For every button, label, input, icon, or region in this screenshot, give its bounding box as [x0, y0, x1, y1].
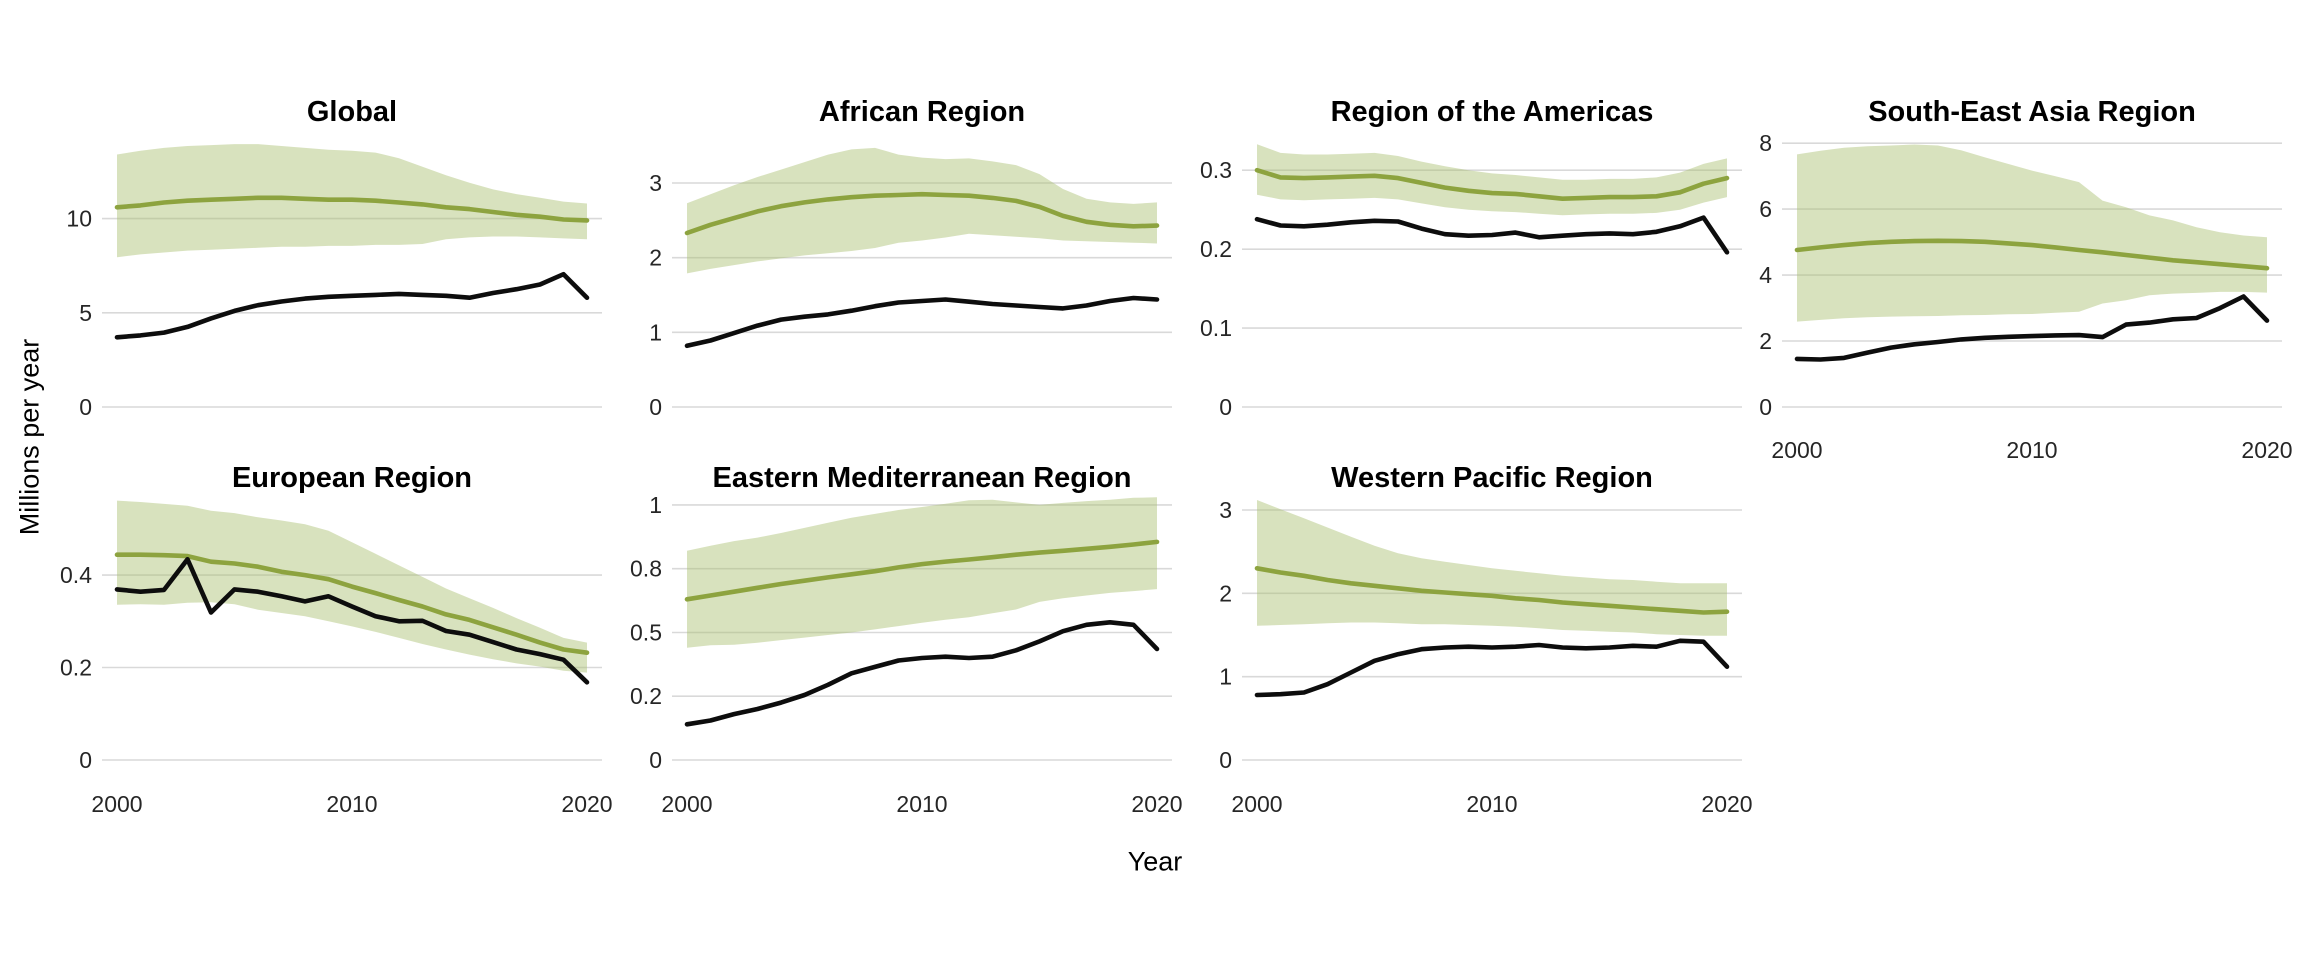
estimate-line — [1254, 167, 1730, 201]
y-tick-label: 2 — [1219, 580, 1232, 606]
y-tick-label: 3 — [1219, 497, 1232, 523]
uncertainty-band — [687, 147, 1157, 274]
y-tick-label: 5 — [79, 300, 92, 326]
panel-title: Western Pacific Region — [1331, 462, 1653, 494]
panel-title: Eastern Mediterranean Region — [713, 462, 1132, 494]
notified-line — [1794, 294, 2270, 362]
y-tick-label: 0.3 — [1200, 157, 1232, 183]
panel-western-pacific-region: 0 1 2 3 2000 2010 2020 Western Pacific Region — [1219, 462, 1752, 817]
panel-title: Global — [307, 96, 397, 128]
panel-african-region: 0 1 2 3 African Region — [649, 96, 1172, 420]
x-tick-label: 2010 — [2006, 437, 2057, 463]
panel-title: European Region — [232, 462, 472, 494]
uncertainty-band — [1257, 500, 1727, 636]
x-axis-title: Year — [1127, 846, 1183, 877]
y-tick-label: 6 — [1759, 196, 1772, 222]
y-tick-label: 0 — [1759, 394, 1772, 420]
uncertainty-band — [687, 497, 1157, 648]
x-tick-label: 2020 — [2241, 437, 2292, 463]
y-tick-label: 0 — [1219, 747, 1232, 773]
y-tick-label: 4 — [1759, 262, 1772, 288]
y-tick-label: 0.8 — [630, 556, 662, 582]
y-tick-label: 8 — [1759, 130, 1772, 156]
notified-line — [114, 557, 590, 685]
y-tick-label: 2 — [1759, 328, 1772, 354]
x-tick-label: 2000 — [1231, 791, 1282, 817]
y-tick-label: 1 — [649, 319, 662, 345]
panel-title: Region of the Americas — [1331, 96, 1654, 128]
y-tick-label: 0 — [649, 394, 662, 420]
x-tick-label: 2020 — [1131, 791, 1182, 817]
y-tick-label: 1 — [1219, 664, 1232, 690]
y-tick-label: 0.2 — [60, 655, 92, 681]
x-tick-label: 2000 — [1771, 437, 1822, 463]
y-tick-label: 0.4 — [60, 562, 92, 588]
notified-line — [684, 620, 1160, 727]
x-tick-label: 2000 — [661, 791, 712, 817]
y-tick-label: 3 — [649, 170, 662, 196]
x-tick-label: 2010 — [1466, 791, 1517, 817]
panel-south-east-asia-region: 0 2 4 6 8 2000 2010 2020 South-East Asia Region — [1759, 96, 2292, 463]
notified-line — [684, 295, 1160, 349]
y-tick-label: 0.2 — [630, 683, 662, 709]
estimate-line — [114, 195, 590, 223]
panel-global: 0 5 10 Global — [66, 96, 602, 420]
y-tick-label: 0.2 — [1200, 236, 1232, 262]
panel-european-region: 0 0.2 0.4 2000 2010 2020 European Region — [60, 462, 613, 817]
panel-region-of-the-americas: 0 0.1 0.2 0.3 Region of the Americas — [1200, 96, 1742, 420]
panel-title: African Region — [819, 96, 1025, 128]
estimate-line — [1794, 238, 2270, 271]
x-tick-label: 2010 — [896, 791, 947, 817]
x-tick-label: 2020 — [561, 791, 612, 817]
notified-line — [1254, 215, 1730, 255]
y-tick-label: 0.5 — [630, 620, 662, 646]
notified-line — [1254, 638, 1730, 698]
x-tick-label: 2020 — [1701, 791, 1752, 817]
estimate-line — [114, 552, 590, 655]
panel-title: South-East Asia Region — [1868, 96, 2196, 128]
x-tick-label: 2010 — [326, 791, 377, 817]
estimate-line — [684, 191, 1160, 236]
y-tick-label: 0.1 — [1200, 315, 1232, 341]
y-tick-label: 10 — [66, 206, 92, 232]
x-tick-label: 2000 — [91, 791, 142, 817]
panel-eastern-mediterranean-region: 0 0.2 0.5 0.8 1 2000 2010 2020 Eastern Mediterra… — [630, 462, 1183, 817]
estimate-line — [1254, 566, 1730, 615]
estimate-line — [684, 539, 1160, 602]
notified-line — [114, 271, 590, 340]
y-tick-label: 0 — [79, 394, 92, 420]
y-tick-label: 1 — [649, 492, 662, 518]
y-tick-label: 2 — [649, 245, 662, 271]
y-tick-label: 0 — [1219, 394, 1232, 420]
y-tick-label: 0 — [79, 747, 92, 773]
uncertainty-band — [1797, 144, 2267, 322]
y-tick-label: 0 — [649, 747, 662, 773]
y-axis-title: Millions per year — [14, 338, 45, 536]
